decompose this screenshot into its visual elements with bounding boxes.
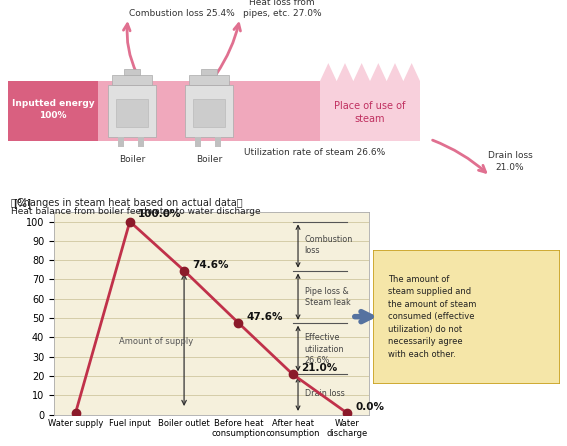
Bar — [118, 137, 124, 147]
Bar — [189, 75, 229, 85]
Bar — [8, 81, 98, 141]
Bar — [215, 137, 221, 147]
Polygon shape — [387, 63, 403, 81]
Text: Amount of supply: Amount of supply — [119, 337, 193, 346]
Polygon shape — [370, 63, 387, 81]
Text: Drain loss
21.0%: Drain loss 21.0% — [488, 151, 532, 172]
FancyBboxPatch shape — [373, 250, 560, 384]
Text: Drain loss: Drain loss — [304, 389, 344, 398]
Text: Utilization rate of steam 26.6%: Utilization rate of steam 26.6% — [244, 148, 386, 157]
Polygon shape — [353, 63, 370, 81]
Text: Boiler: Boiler — [196, 155, 222, 164]
Y-axis label: [%]: [%] — [14, 198, 31, 208]
Text: Place of use of
steam: Place of use of steam — [335, 100, 405, 124]
Text: 47.6%: 47.6% — [247, 312, 283, 322]
Bar — [112, 75, 152, 85]
Bar — [193, 99, 225, 127]
Text: Pipe loss &
Steam leak: Pipe loss & Steam leak — [304, 287, 350, 307]
Text: 〈Changes in steam heat based on actual data〉: 〈Changes in steam heat based on actual d… — [11, 198, 243, 208]
Text: Heat balance from boiler feedwater to water discharge: Heat balance from boiler feedwater to wa… — [11, 207, 261, 216]
Text: Boiler: Boiler — [119, 155, 145, 164]
Bar — [320, 81, 420, 141]
Polygon shape — [403, 63, 420, 81]
FancyArrowPatch shape — [355, 312, 371, 322]
Text: Effective
utilization
26.6%: Effective utilization 26.6% — [304, 334, 344, 365]
Text: Combustion
loss: Combustion loss — [304, 235, 353, 255]
Polygon shape — [337, 63, 353, 81]
Text: Combustion loss 25.4%: Combustion loss 25.4% — [129, 8, 235, 17]
Text: 21.0%: 21.0% — [301, 363, 337, 373]
Text: 74.6%: 74.6% — [192, 260, 229, 270]
Bar — [195, 137, 201, 147]
Bar — [201, 69, 217, 75]
Text: The amount of
steam supplied and
the amount of steam
consumed (effective
utiliza: The amount of steam supplied and the amo… — [388, 275, 476, 359]
Bar — [108, 85, 156, 137]
Bar — [138, 137, 144, 147]
Bar — [124, 69, 140, 75]
Text: Heat loss from
pipes, etc. 27.0%: Heat loss from pipes, etc. 27.0% — [243, 0, 321, 18]
Polygon shape — [320, 63, 337, 81]
Bar — [185, 85, 233, 137]
Bar — [8, 81, 375, 141]
Text: 0.0%: 0.0% — [355, 402, 384, 412]
Bar — [116, 99, 148, 127]
Text: 100.0%: 100.0% — [138, 209, 181, 219]
Text: Inputted energy
100%: Inputted energy 100% — [12, 99, 94, 120]
